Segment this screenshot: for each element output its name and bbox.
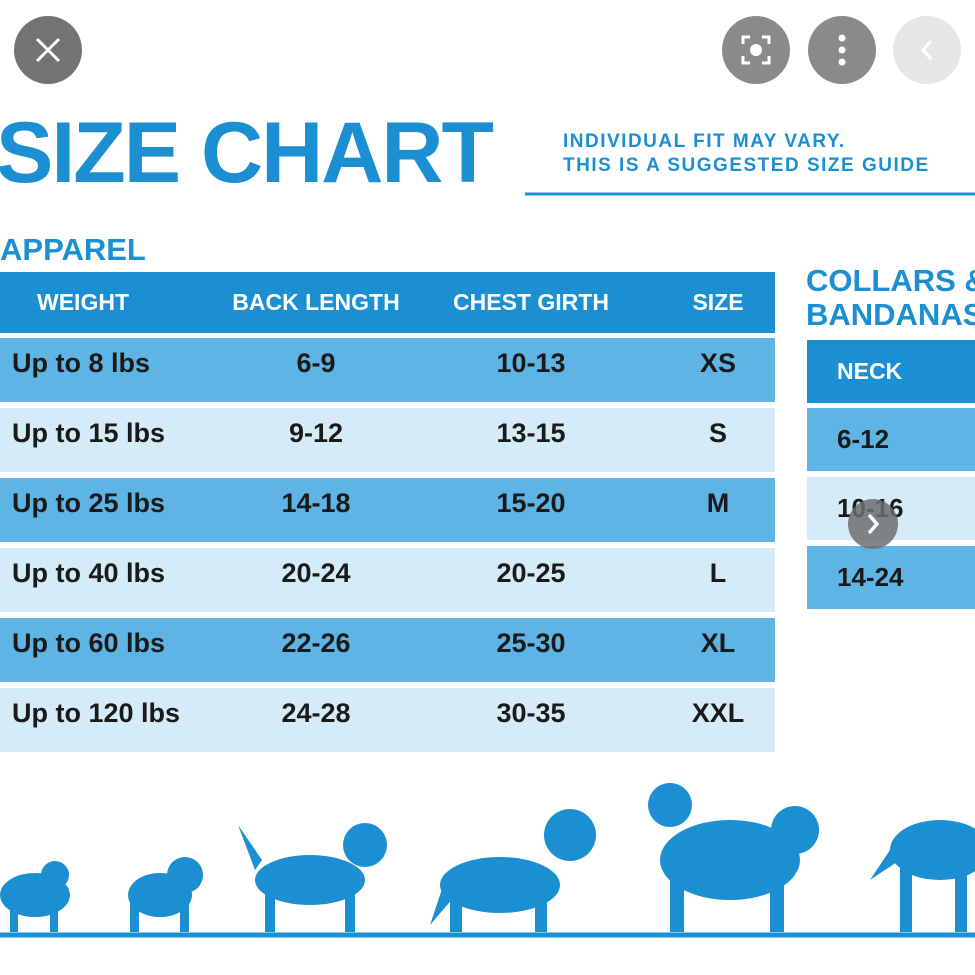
neck-cell: 6-12	[807, 408, 975, 471]
neck-header: NECK	[807, 340, 975, 403]
cell: Up to 15 lbs	[12, 417, 166, 448]
cell: 10-13	[496, 347, 566, 378]
column-header: SIZE	[692, 289, 744, 315]
lens-button[interactable]	[722, 16, 790, 84]
cell: XS	[699, 347, 737, 378]
cell: Up to 25 lbs	[12, 487, 166, 518]
section-heading: APPAREL	[0, 232, 146, 267]
next-icon	[867, 513, 880, 535]
cell: Up to 120 lbs	[12, 697, 181, 728]
back-button[interactable]	[893, 16, 961, 84]
header-bg	[0, 272, 775, 333]
cell: M	[706, 487, 730, 518]
cell: 20-25	[496, 557, 566, 588]
cell: XL	[700, 627, 736, 658]
close-button[interactable]	[14, 16, 82, 84]
cell: 13-15	[496, 417, 566, 448]
row-bg	[0, 548, 775, 612]
cell: Up to 60 lbs	[12, 627, 166, 658]
column-header: BACK LENGTH	[232, 289, 400, 315]
more-icon	[838, 34, 846, 66]
lens-icon	[741, 35, 771, 65]
back-icon	[920, 40, 933, 60]
cell: 22-26	[281, 627, 351, 658]
column-header: CHEST GIRTH	[453, 289, 609, 315]
cell: 20-24	[281, 557, 351, 588]
cell: XXL	[691, 697, 745, 728]
column-header: WEIGHT	[37, 289, 129, 315]
section-heading: BANDANAS	[806, 297, 975, 332]
close-icon	[35, 37, 61, 63]
cell: S	[708, 417, 727, 448]
subtitle: INDIVIDUAL FIT MAY VARY.	[563, 131, 846, 152]
row-bg	[0, 408, 775, 472]
cell: 15-20	[496, 487, 566, 518]
next-button[interactable]	[848, 499, 898, 549]
cell: Up to 8 lbs	[12, 347, 151, 378]
cell: 9-12	[288, 417, 344, 448]
row-bg	[0, 618, 775, 682]
cell: 30-35	[496, 697, 566, 728]
row-bg	[0, 478, 775, 542]
neck-cell: 14-24	[807, 546, 975, 609]
cell: Up to 40 lbs	[12, 557, 166, 588]
dogs	[0, 783, 975, 932]
cell: 6-9	[296, 347, 336, 378]
more-button[interactable]	[808, 16, 876, 84]
row-bg	[0, 688, 775, 752]
cell: 14-18	[281, 487, 351, 518]
cell: 25-30	[496, 627, 566, 658]
section-heading: COLLARS &	[806, 263, 975, 298]
row-bg	[0, 338, 775, 402]
cell: L	[709, 557, 727, 588]
title: SIZE CHART	[0, 105, 494, 201]
cell: 24-28	[281, 697, 351, 728]
subtitle: THIS IS A SUGGESTED SIZE GUIDE	[563, 155, 930, 176]
